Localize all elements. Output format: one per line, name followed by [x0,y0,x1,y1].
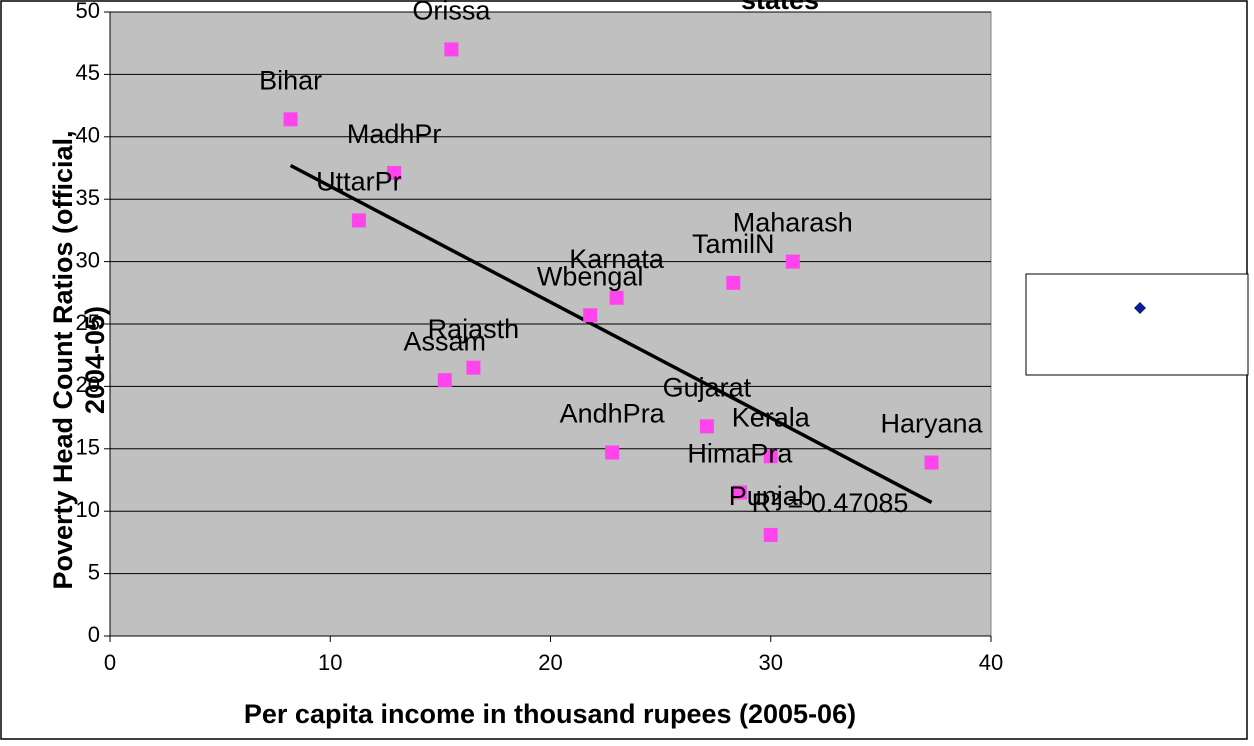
x-tick-label: 40 [979,650,1003,675]
point-label: Orissa [412,0,491,26]
trendline-annotation: R² = 0.47085 [752,488,909,518]
x-tick-label: 10 [318,650,342,675]
point [609,290,624,305]
point-label: AndhPra [560,399,666,429]
point-label: Maharash [733,208,853,238]
y-tick-label: 30 [76,247,100,272]
y-tick-label: 45 [76,60,100,85]
point-label: Wbengal [537,261,644,291]
point [924,455,939,470]
point [437,373,452,388]
trendline [289,163,933,505]
y-tick-label: 20 [76,372,100,397]
point [763,449,778,464]
point [763,527,778,542]
point [351,213,366,228]
y-tick-label: 10 [76,497,100,522]
y-axis-label: Poverty Head Count Ratios (official, 200… [48,130,110,589]
y-tick-label: 5 [88,559,100,584]
point [699,419,714,434]
point [387,165,402,180]
point [466,360,481,375]
point-label: Karnata [569,244,665,274]
y-tick-label: 35 [76,185,100,210]
point-label: UttarPr [316,167,402,197]
y-tick-label: 40 [76,123,100,148]
y-tick-label: 25 [76,310,100,335]
point [283,112,298,127]
point-label: Kerala [732,402,811,432]
y-axis-label-line: Poverty Head Count Ratios (official, [48,130,78,589]
point [732,485,747,500]
point [785,254,800,269]
point [444,42,459,57]
x-tick-label: 30 [759,650,783,675]
x-tick-label: 0 [104,650,116,675]
x-axis-label: Per capita income in thousand rupees (20… [244,699,856,729]
point-label: Punjab [729,481,813,511]
point-label: Rajasth [428,314,520,344]
y-tick-label: 0 [88,622,100,647]
point [726,275,741,290]
point [605,445,620,460]
legend-box [1025,273,1249,376]
point-label: HimaPra [687,439,793,469]
point [583,308,598,323]
point-label: TamilN [692,229,775,259]
y-tick-label: 50 [76,0,100,23]
y-tick-label: 15 [76,435,100,460]
point-label: Assam [404,326,487,356]
point-label: Bihar [259,65,322,95]
x-tick-label: 20 [538,650,562,675]
point-label: Haryana [881,409,984,439]
point-label: MadhPr [347,119,442,149]
point-label: Gujarat [663,372,752,402]
chart-title: states [741,0,819,15]
legend-marker [1134,302,1146,314]
